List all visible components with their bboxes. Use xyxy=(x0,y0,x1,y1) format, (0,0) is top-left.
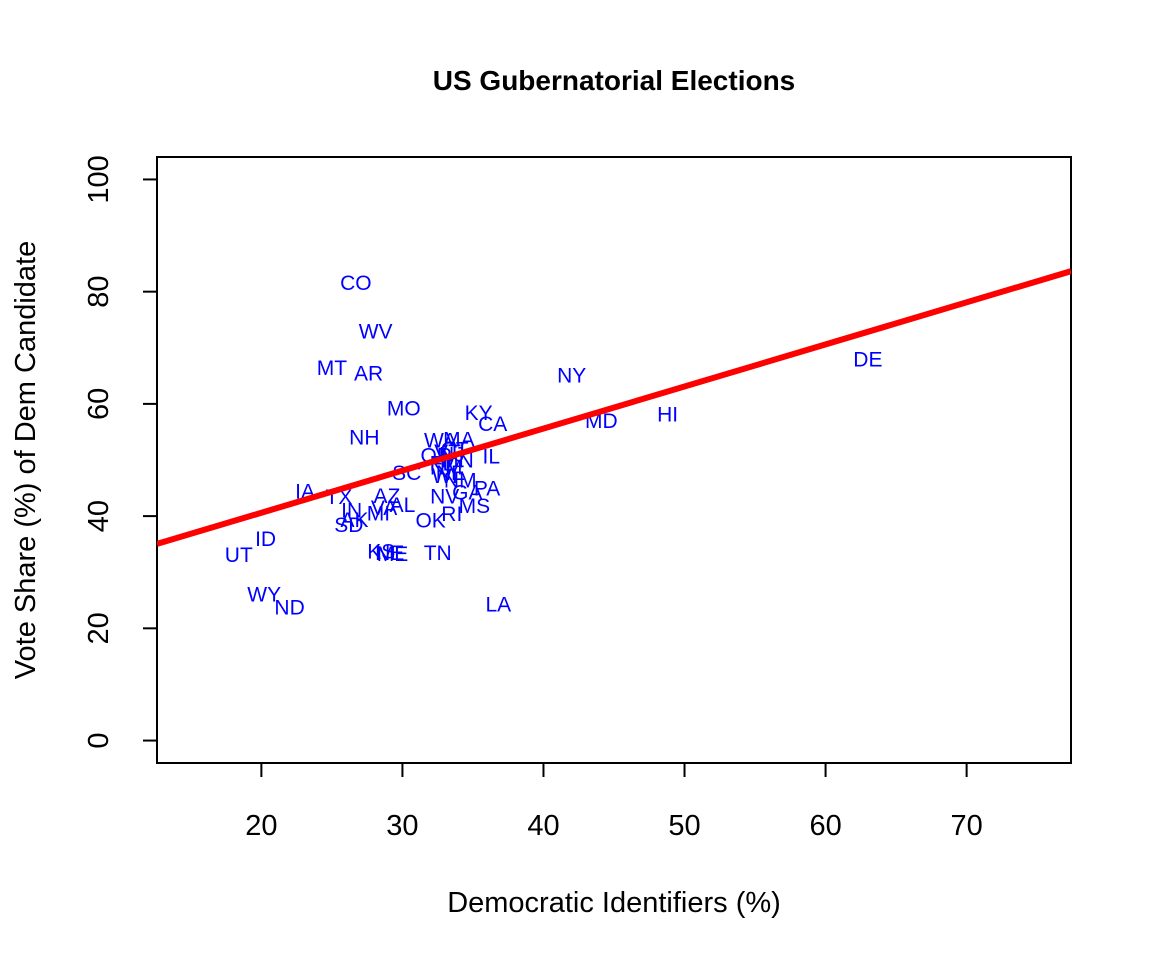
point-label-de: DE xyxy=(853,349,882,372)
y-tick-label: 0 xyxy=(83,732,115,748)
point-label-nh: NH xyxy=(349,427,379,450)
point-label-mo: MO xyxy=(387,397,421,420)
point-label-ok: OK xyxy=(415,510,445,533)
y-axis: 0 20 40 60 80 100 xyxy=(83,155,158,749)
point-label-me: ME xyxy=(377,543,409,566)
y-tick-label: 40 xyxy=(83,500,115,532)
fit-line-group xyxy=(157,268,1071,547)
point-label-ne: NE xyxy=(375,542,404,565)
point-label-mi: MI xyxy=(367,502,390,525)
point-label-wy: WY xyxy=(247,584,281,607)
regression-line xyxy=(157,268,1071,547)
plot-frame xyxy=(156,156,1072,764)
y-tick-label: 100 xyxy=(83,155,115,203)
point-label-nm: NM xyxy=(444,469,477,492)
point-label-ak: AK xyxy=(340,509,368,532)
point-label-nv: NV xyxy=(430,486,459,509)
point-label-ar: AR xyxy=(354,363,383,386)
point-label-va: VA xyxy=(371,497,397,520)
point-label-ne: NE xyxy=(436,462,465,485)
x-tick-label: 30 xyxy=(386,810,418,842)
x-tick-label: 60 xyxy=(809,810,841,842)
x-axis: 20 30 40 50 60 70 xyxy=(245,762,983,842)
chart-title: US Gubernatorial Elections xyxy=(433,65,796,96)
point-label-al: AL xyxy=(390,494,416,517)
point-label-ms: MS xyxy=(459,495,491,518)
point-label-sd: SD xyxy=(334,514,363,537)
point-label-ca: CA xyxy=(478,413,507,436)
point-label-in: IN xyxy=(341,500,362,523)
point-label-ma: MA xyxy=(443,428,475,451)
y-axis-label: Vote Share (%) of Dem Candidate xyxy=(10,241,42,679)
point-label-ut: UT xyxy=(225,544,253,567)
y-tick-label: 80 xyxy=(83,276,115,308)
point-label-wi: WI xyxy=(432,465,458,488)
point-label-id: ID xyxy=(255,528,276,551)
point-label-mt: MT xyxy=(317,357,347,380)
point-label-ri: RI xyxy=(441,503,462,526)
point-label-tn: TN xyxy=(424,542,452,565)
y-tick-label: 20 xyxy=(83,612,115,644)
point-label-nd: ND xyxy=(274,597,304,620)
point-label-ga: GA xyxy=(452,482,482,505)
point-label-pa: PA xyxy=(474,478,500,501)
point-label-hi: HI xyxy=(657,404,678,427)
point-label-ky: KY xyxy=(465,402,493,425)
x-tick-label: 70 xyxy=(950,810,982,842)
point-label-wa: WA xyxy=(424,429,457,452)
x-tick-label: 20 xyxy=(245,810,277,842)
point-label-la: LA xyxy=(485,593,511,616)
point-label-co: CO xyxy=(340,272,372,295)
point-label-az: AZ xyxy=(373,485,400,508)
x-tick-label: 40 xyxy=(527,810,559,842)
point-label-wv: WV xyxy=(359,321,393,344)
point-label-ks: KS xyxy=(367,541,395,564)
y-tick-label: 60 xyxy=(83,388,115,420)
data-points: COWVMTARNYDEMOKYCAMDHINHWAMACTORNJMNVTIL… xyxy=(225,272,883,620)
point-label-ny: NY xyxy=(557,364,586,387)
point-label-il: IL xyxy=(483,446,501,469)
x-tick-label: 50 xyxy=(668,810,700,842)
x-axis-label: Democratic Identifiers (%) xyxy=(447,887,781,919)
